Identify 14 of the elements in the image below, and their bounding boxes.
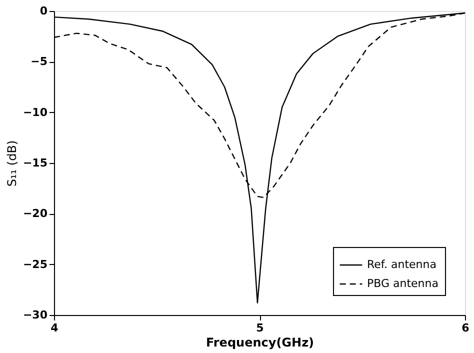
x-tick-label: 5 [256, 322, 264, 334]
y-tick-label: −5 [30, 55, 48, 68]
x-tick-label: 6 [462, 322, 470, 334]
y-tick-label: −30 [22, 308, 48, 322]
legend-label: Ref. antenna [367, 258, 436, 271]
y-tick-label: −25 [22, 258, 48, 271]
y-tick-label: −10 [22, 106, 48, 119]
y-tick-label: −15 [22, 156, 48, 170]
legend-label: PBG antenna [367, 277, 438, 290]
x-tick-label: 4 [50, 322, 59, 334]
x-axis-title: Frequency(GHz) [206, 336, 314, 350]
y-tick-label: −20 [22, 207, 48, 220]
y-axis-title: S₁₁ (dB) [4, 140, 19, 187]
y-tick-label: 0 [40, 4, 48, 18]
